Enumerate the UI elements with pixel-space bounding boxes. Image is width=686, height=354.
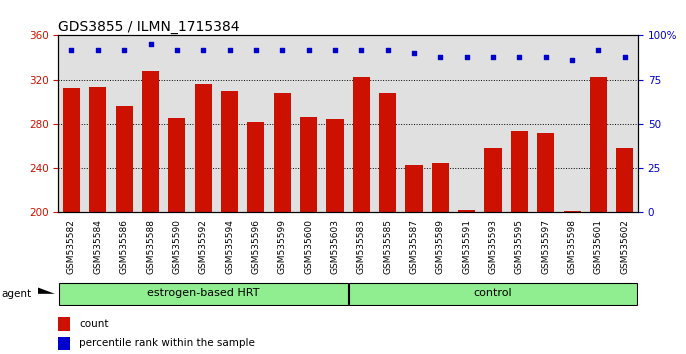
Bar: [300, 117, 317, 212]
Bar: [532, 35, 559, 212]
Point: [409, 50, 420, 56]
Text: count: count: [79, 319, 108, 329]
Point: [541, 54, 552, 59]
Bar: [168, 118, 185, 212]
Point: [119, 47, 130, 52]
Text: GSM535591: GSM535591: [462, 219, 471, 274]
Point: [461, 54, 472, 59]
Text: GSM535589: GSM535589: [436, 219, 445, 274]
Text: GSM535588: GSM535588: [146, 219, 155, 274]
Bar: [58, 337, 70, 350]
Point: [619, 54, 630, 59]
Text: GSM535595: GSM535595: [515, 219, 524, 274]
Text: GSM535599: GSM535599: [278, 219, 287, 274]
Bar: [327, 120, 344, 212]
Bar: [379, 93, 397, 212]
Text: GSM535603: GSM535603: [331, 219, 340, 274]
Bar: [221, 91, 238, 212]
Text: GSM535592: GSM535592: [199, 219, 208, 274]
Bar: [563, 211, 580, 212]
Text: GSM535600: GSM535600: [304, 219, 313, 274]
Text: percentile rank within the sample: percentile rank within the sample: [79, 338, 255, 348]
Bar: [405, 165, 423, 212]
Bar: [137, 35, 164, 212]
Bar: [216, 35, 243, 212]
Bar: [537, 133, 554, 212]
Bar: [480, 35, 506, 212]
Bar: [431, 162, 449, 212]
Point: [514, 54, 525, 59]
Bar: [269, 35, 296, 212]
Bar: [353, 78, 370, 212]
Bar: [348, 35, 375, 212]
Point: [250, 47, 261, 52]
Point: [93, 47, 104, 52]
Bar: [375, 35, 401, 212]
Bar: [195, 84, 212, 212]
Text: GDS3855 / ILMN_1715384: GDS3855 / ILMN_1715384: [58, 21, 240, 34]
Point: [224, 47, 235, 52]
Point: [488, 54, 499, 59]
Bar: [559, 35, 585, 212]
Text: GSM535598: GSM535598: [567, 219, 577, 274]
Text: GSM535593: GSM535593: [488, 219, 497, 274]
Text: GSM535582: GSM535582: [67, 219, 76, 274]
Polygon shape: [38, 287, 55, 294]
Bar: [63, 88, 80, 212]
Point: [145, 41, 156, 47]
Point: [593, 47, 604, 52]
Point: [382, 47, 393, 52]
Point: [435, 54, 446, 59]
Text: GSM535585: GSM535585: [383, 219, 392, 274]
Text: GSM535584: GSM535584: [93, 219, 102, 274]
Bar: [506, 35, 532, 212]
Text: agent: agent: [1, 289, 32, 299]
FancyBboxPatch shape: [59, 282, 348, 305]
Text: GSM535601: GSM535601: [594, 219, 603, 274]
Bar: [116, 106, 133, 212]
Bar: [248, 122, 265, 212]
Bar: [58, 317, 70, 331]
Text: estrogen-based HRT: estrogen-based HRT: [147, 288, 259, 298]
Bar: [427, 35, 453, 212]
Bar: [590, 78, 607, 212]
Bar: [111, 35, 137, 212]
Point: [198, 47, 209, 52]
Bar: [484, 148, 501, 212]
Point: [303, 47, 314, 52]
Bar: [458, 210, 475, 212]
Point: [329, 47, 340, 52]
Bar: [84, 35, 111, 212]
Text: GSM535594: GSM535594: [225, 219, 234, 274]
Bar: [142, 71, 159, 212]
Text: GSM535587: GSM535587: [410, 219, 418, 274]
Bar: [616, 148, 633, 212]
Point: [66, 47, 77, 52]
Bar: [612, 35, 638, 212]
FancyBboxPatch shape: [348, 282, 637, 305]
Text: control: control: [474, 288, 512, 298]
Bar: [401, 35, 427, 212]
Bar: [296, 35, 322, 212]
Bar: [511, 131, 528, 212]
Bar: [243, 35, 269, 212]
Bar: [585, 35, 612, 212]
Bar: [274, 93, 291, 212]
Text: GSM535597: GSM535597: [541, 219, 550, 274]
Text: GSM535596: GSM535596: [252, 219, 261, 274]
Text: GSM535586: GSM535586: [119, 219, 129, 274]
Bar: [89, 87, 106, 212]
Bar: [190, 35, 216, 212]
Text: GSM535583: GSM535583: [357, 219, 366, 274]
Bar: [58, 35, 84, 212]
Bar: [453, 35, 480, 212]
Point: [356, 47, 367, 52]
Bar: [322, 35, 348, 212]
Text: GSM535590: GSM535590: [172, 219, 181, 274]
Text: GSM535602: GSM535602: [620, 219, 629, 274]
Bar: [164, 35, 190, 212]
Point: [567, 57, 578, 63]
Point: [276, 47, 287, 52]
Point: [172, 47, 182, 52]
